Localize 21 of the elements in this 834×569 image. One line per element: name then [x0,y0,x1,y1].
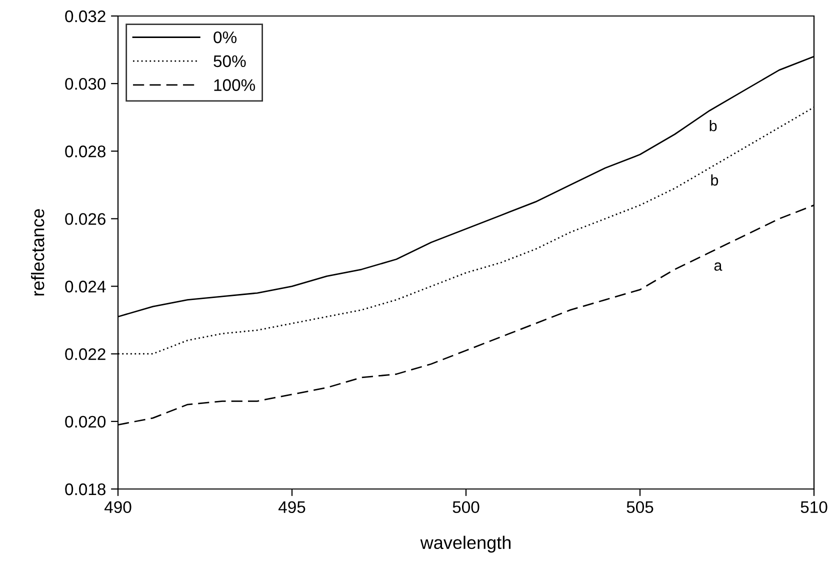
y-tick-label: 0.020 [65,416,106,428]
y-tick-label: 0.018 [65,483,106,496]
y-tick-label: 0.022 [65,348,106,360]
y-tick-label: 0.028 [65,146,106,158]
legend-label: 100% [214,79,256,91]
x-tick-label: 490 [104,501,132,514]
annotation: b [710,120,717,132]
legend-label: 50% [214,55,246,68]
y-tick-label: 0.024 [65,280,106,292]
x-axis-title: wavelength [420,536,511,553]
x-tick-label: 505 [626,501,654,514]
y-tick-label: 0.030 [65,78,106,90]
y-axis-title: reflectance [30,209,44,296]
x-tick-label: 495 [278,501,306,514]
legend-label: 0% [214,31,236,44]
x-tick-label: 510 [800,501,828,514]
y-tick-label: 0.032 [65,10,106,22]
x-tick-label: 500 [452,501,480,514]
y-tick-label: 0.026 [65,213,106,225]
annotation: b [711,174,718,186]
annotation: a [714,262,722,271]
